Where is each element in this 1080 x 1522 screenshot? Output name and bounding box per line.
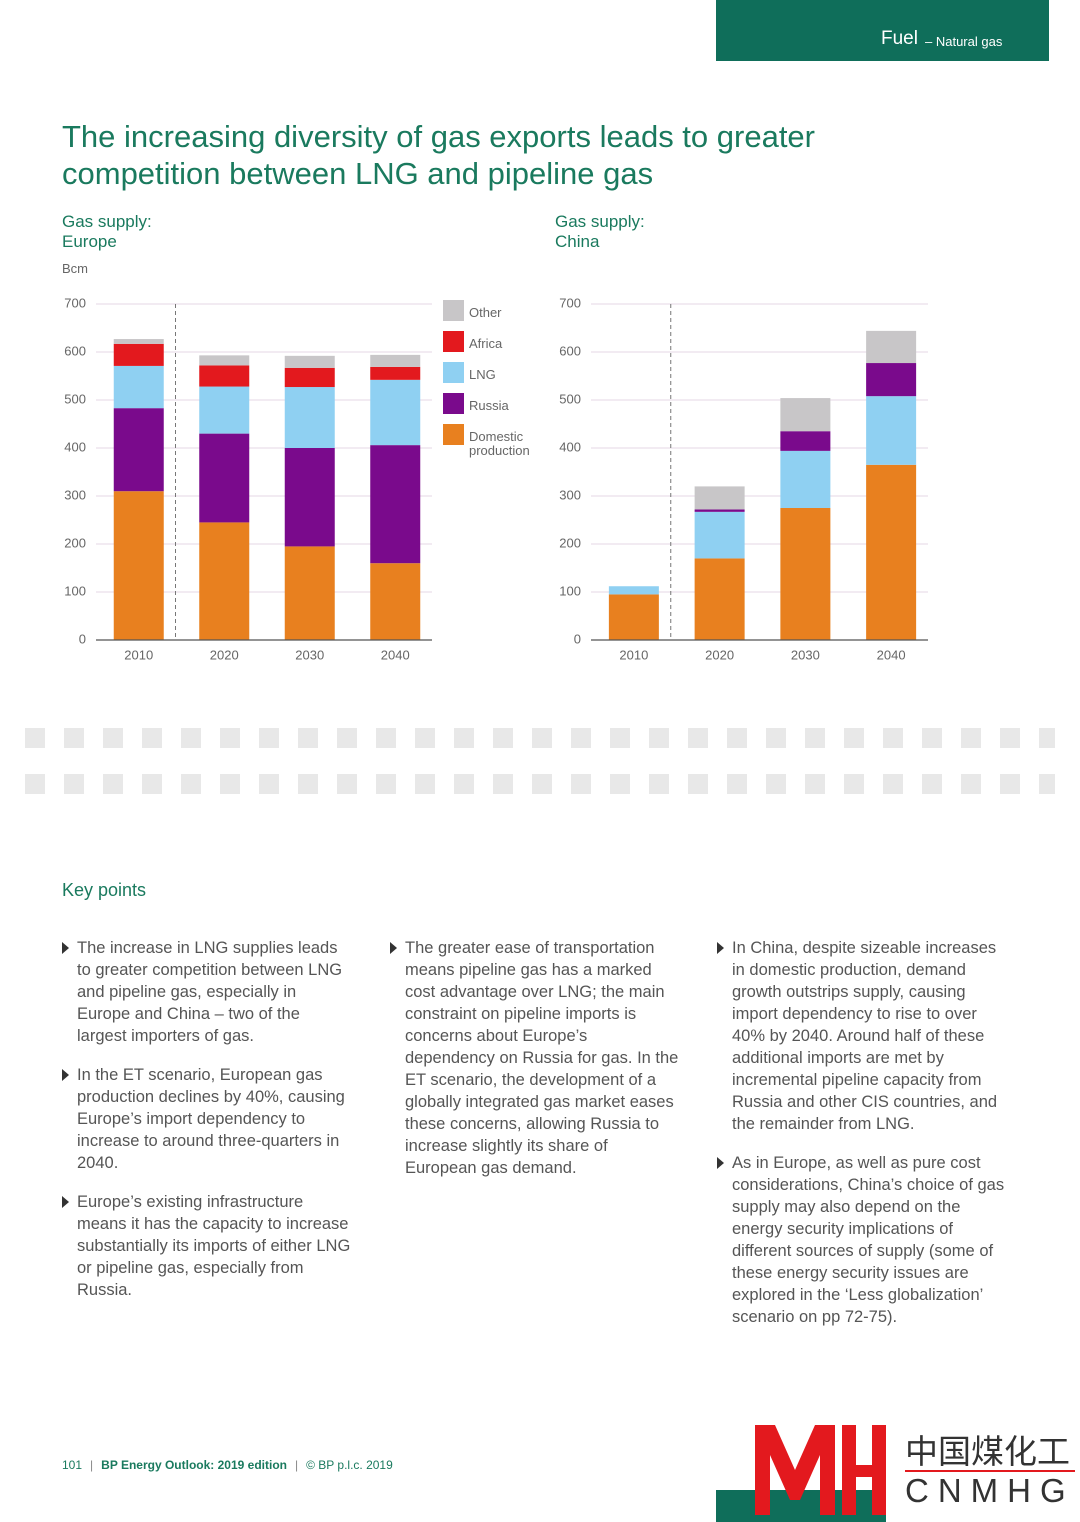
page-number: 101 <box>62 1458 83 1472</box>
watermark-latin: CNMHG <box>905 1470 1075 1509</box>
legend-swatch <box>443 424 464 445</box>
bar-segment <box>113 408 164 492</box>
legend-swatch <box>443 393 464 414</box>
y-tick-label: 0 <box>574 631 581 646</box>
bar-segment <box>608 594 659 640</box>
legend-label: Russia <box>469 398 509 413</box>
legend-label: Domestic production <box>469 429 530 458</box>
legend-label: Other <box>469 305 502 320</box>
x-tick-label: 2040 <box>877 647 906 662</box>
y-tick-label: 600 <box>64 343 86 358</box>
copyright: © BP p.l.c. 2019 <box>306 1458 393 1472</box>
y-tick-label: 100 <box>64 583 86 598</box>
bar-segment <box>284 355 335 368</box>
bar-segment <box>113 339 164 344</box>
bar-segment <box>694 509 745 512</box>
bar-segment <box>866 330 917 364</box>
bar-segment <box>866 396 917 465</box>
y-tick-label: 600 <box>559 343 581 358</box>
x-tick-label: 2030 <box>295 647 324 662</box>
y-tick-label: 400 <box>559 439 581 454</box>
bar-segment <box>694 486 745 510</box>
x-tick-label: 2010 <box>124 647 153 662</box>
y-axis-label: Bcm <box>62 261 88 276</box>
watermark-cn: 中国煤化工 <box>905 1433 1070 1470</box>
bar-segment <box>694 558 745 640</box>
y-tick-label: 0 <box>79 631 86 646</box>
bar-segment <box>199 365 250 387</box>
legend-swatch <box>443 362 464 383</box>
bar-segment <box>780 508 831 640</box>
bar-segment <box>199 355 250 366</box>
key-point: As in Europe, as well as pure cost consi… <box>717 1152 1007 1328</box>
bar-segment <box>694 511 745 559</box>
subsection: – Natural gas <box>925 34 1003 49</box>
section: Fuel <box>881 28 918 49</box>
bar-segment <box>866 464 917 640</box>
key-point: The greater ease of transportation means… <box>390 939 679 1177</box>
key-column: In China, despite sizeable increases in … <box>717 937 1007 1345</box>
bar-segment <box>284 387 335 448</box>
footer: 101 | BP Energy Outlook: 2019 edition | © BP… <box>62 1458 393 1472</box>
header-bar: Fuel – Natural gas <box>716 0 1049 61</box>
x-tick-label: 2020 <box>705 647 734 662</box>
x-tick-label: 2010 <box>619 647 648 662</box>
bar-segment <box>113 365 164 409</box>
bar-segment <box>370 445 421 564</box>
bar-segment <box>199 522 250 640</box>
legend-label: LNG <box>469 367 496 382</box>
bar-segment <box>113 343 164 366</box>
y-tick-label: 500 <box>64 391 86 406</box>
chart-title: Gas supply: Europe <box>62 212 152 251</box>
key-column: The greater ease of transportation means… <box>390 937 680 1196</box>
y-tick-label: 700 <box>559 295 581 310</box>
bar-segment <box>284 546 335 640</box>
key-point: The increase in LNG supplies leads to gr… <box>62 937 352 1047</box>
x-tick-label: 2030 <box>791 647 820 662</box>
bar-segment <box>284 367 335 388</box>
bar-segment <box>370 563 421 640</box>
bar-segment <box>608 586 659 595</box>
key-point: In China, despite sizeable increases in … <box>717 937 1007 1135</box>
bar-segment <box>370 379 421 446</box>
legend-swatch <box>443 300 464 321</box>
x-tick-label: 2020 <box>210 647 239 662</box>
decor-band <box>25 728 1055 748</box>
key-points-title: Key points <box>62 880 147 900</box>
key-point: Europe’s existing infrastructure means i… <box>62 1193 351 1299</box>
y-tick-label: 200 <box>64 535 86 550</box>
charts: 0 100 200 300 400 500 600 700 2010 2020 2030 2040 0 1… <box>64 295 928 662</box>
bar-segment <box>370 366 421 380</box>
bar-segment <box>199 386 250 434</box>
publication: BP Energy Outlook: 2019 edition <box>101 1458 287 1472</box>
bar-segment <box>113 491 164 640</box>
bar-segment <box>780 398 831 432</box>
logo-m <box>755 1425 835 1515</box>
y-tick-label: 700 <box>64 295 86 310</box>
bar-segment <box>284 448 335 547</box>
bar-segment <box>199 433 250 523</box>
bar-segment <box>370 354 421 367</box>
y-tick-label: 500 <box>559 391 581 406</box>
bar-segment <box>780 450 831 508</box>
legend-swatch <box>443 331 464 352</box>
bar-segment <box>866 363 917 397</box>
page-title: The increasing diversity of gas exports … <box>62 119 815 191</box>
y-tick-label: 300 <box>559 487 581 502</box>
legend-label: Africa <box>469 336 503 351</box>
logo <box>755 1425 886 1515</box>
decor-band <box>25 774 1055 794</box>
y-tick-label: 200 <box>559 535 581 550</box>
key-column: The increase in LNG supplies leads to gr… <box>62 937 352 1318</box>
y-tick-label: 100 <box>559 583 581 598</box>
x-tick-label: 2040 <box>381 647 410 662</box>
chart-title: Gas supply: China <box>555 212 645 251</box>
logo-h <box>842 1465 886 1477</box>
bar-segment <box>780 431 831 451</box>
y-tick-label: 300 <box>64 487 86 502</box>
key-point: In the ET scenario, European gas product… <box>62 1064 352 1174</box>
y-tick-label: 400 <box>64 439 86 454</box>
